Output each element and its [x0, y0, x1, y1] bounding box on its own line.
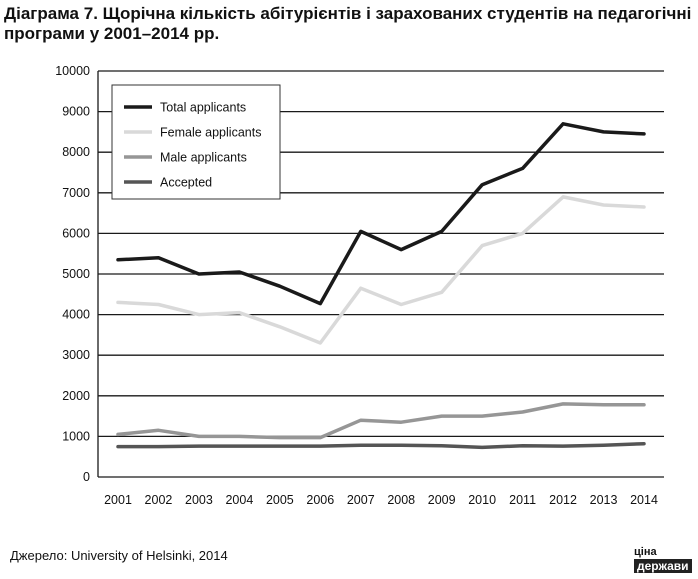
y-tick-label: 1000 — [62, 429, 90, 443]
legend-label: Female applicants — [160, 126, 261, 140]
x-tick-label: 2004 — [225, 493, 253, 507]
logo-text-bottom: держави — [634, 559, 692, 573]
x-tick-label: 2012 — [549, 493, 577, 507]
y-axis-ticks: 0 1000 2000 3000 4000 5000 6000 7000 8000 9000 100… — [55, 64, 90, 484]
plot-frame — [97, 71, 664, 478]
y-tick-label: 7000 — [62, 186, 90, 200]
brand-logo: ціна держави — [632, 534, 696, 576]
y-tick-label: 4000 — [62, 308, 90, 322]
x-tick-label: 2001 — [104, 493, 132, 507]
x-tick-label: 2002 — [145, 493, 173, 507]
legend-label: Total applicants — [160, 101, 246, 115]
x-tick-label: 2007 — [347, 493, 375, 507]
y-tick-label: 5000 — [62, 267, 90, 281]
chart-legend: Total applicants Female applicants Male ap… — [111, 84, 281, 200]
y-tick-label: 0 — [83, 470, 90, 484]
legend-box — [111, 84, 281, 200]
series-line-0 — [116, 122, 646, 306]
y-tick-label: 8000 — [62, 145, 90, 159]
x-tick-label: 2005 — [266, 493, 294, 507]
legend-label: Accepted — [160, 176, 212, 190]
series-line-3 — [116, 441, 646, 450]
page-title: Діаграма 7. Щорічна кількість абітурієнт… — [4, 4, 692, 43]
series-line-2 — [116, 402, 646, 440]
x-tick-label: 2010 — [468, 493, 496, 507]
legend-label: Male applicants — [160, 151, 247, 165]
chart-grid — [98, 70, 664, 438]
series-line-1 — [116, 195, 646, 345]
x-tick-label: 2006 — [306, 493, 334, 507]
x-tick-label: 2011 — [509, 493, 536, 507]
x-tick-label: 2013 — [590, 493, 618, 507]
y-tick-label: 6000 — [62, 226, 90, 240]
y-tick-label: 2000 — [62, 389, 90, 403]
x-tick-label: 2014 — [630, 493, 658, 507]
x-tick-label: 2008 — [387, 493, 415, 507]
y-tick-label: 3000 — [62, 348, 90, 362]
x-axis-ticks: 2001 2002 2003 2004 2005 2006 2007 2008 2009 2010… — [104, 493, 658, 507]
x-tick-label: 2009 — [428, 493, 456, 507]
source-note: Джерело: University of Helsinki, 2014 — [10, 548, 228, 563]
x-tick-label: 2003 — [185, 493, 213, 507]
y-tick-label: 9000 — [62, 105, 90, 119]
chart-series — [116, 122, 646, 450]
y-tick-label: 10000 — [55, 64, 90, 78]
logo-text-top: ціна — [634, 546, 657, 558]
